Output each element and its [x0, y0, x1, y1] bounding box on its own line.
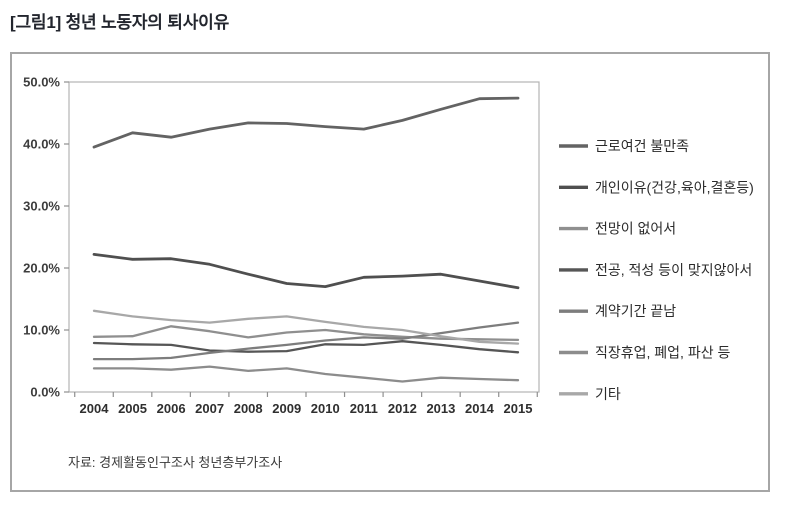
series-line-6 — [92, 309, 520, 345]
x-axis-label: 2004 — [80, 401, 110, 416]
source-note: 자료: 경제활동인구조사 청년층부가조사 — [68, 455, 283, 470]
legend-item-label: 계약기간 끝남 — [595, 303, 676, 319]
x-axis-label: 2015 — [504, 401, 533, 416]
x-axis-label: 2008 — [234, 401, 263, 416]
series-line-2 — [92, 325, 520, 342]
series-line-3 — [92, 340, 520, 354]
y-axis-label: 40.0% — [23, 137, 60, 152]
y-axis-label: 10.0% — [23, 323, 60, 338]
x-axis-label: 2011 — [350, 401, 378, 416]
y-axis-label: 0.0% — [30, 385, 60, 400]
legend-item-label: 전망이 없어서 — [595, 221, 676, 237]
series-line-5 — [92, 365, 520, 383]
x-axis-label: 2005 — [118, 401, 147, 416]
x-axis-label: 2007 — [195, 401, 224, 416]
legend-item-label: 직장휴업, 폐업, 파산 등 — [595, 345, 730, 361]
series-line-0 — [92, 96, 520, 149]
y-axis-label: 50.0% — [23, 75, 60, 90]
x-axis-label: 2014 — [465, 401, 495, 416]
legend-item-label: 전공, 적성 등이 맞지않아서 — [595, 262, 752, 278]
chart-container: 0.0% 10.0% 20.0% 30.0% 40.0% 50.0% 2004 2005 200… — [10, 52, 770, 492]
series-line-1 — [92, 252, 520, 290]
x-axis-label: 2009 — [272, 401, 301, 416]
line-chart: 0.0% 10.0% 20.0% 30.0% 40.0% 50.0% 2004 2005 200… — [23, 75, 754, 417]
x-axis-label: 2012 — [388, 401, 417, 416]
legend-item-label: 개인이유(건강,육아,결혼등) — [595, 179, 754, 195]
legend-item-label: 근로여건 불만족 — [595, 138, 689, 154]
x-axis-label: 2010 — [311, 401, 340, 416]
series-line-4 — [92, 321, 520, 361]
legend-item-label: 기타 — [595, 386, 621, 402]
plot-area-frame — [68, 81, 540, 393]
figure-title: [그림1] 청년 노동자의 퇴사이유 — [10, 13, 230, 32]
x-axis-label: 2013 — [426, 401, 455, 416]
y-axis-label: 30.0% — [23, 199, 60, 214]
x-axis-label: 2006 — [157, 401, 186, 416]
y-axis-label: 20.0% — [23, 261, 60, 276]
